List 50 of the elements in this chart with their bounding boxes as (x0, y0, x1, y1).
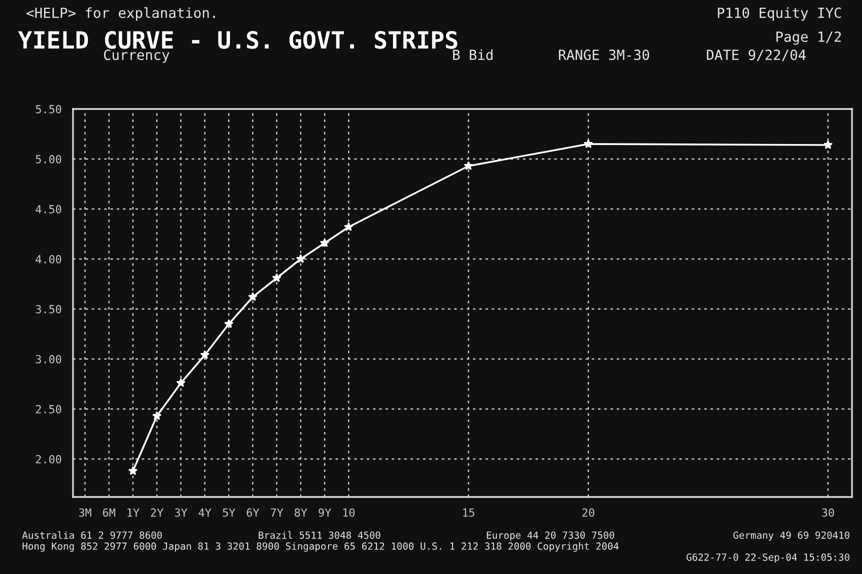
text: RANGE 3M-30 (558, 50, 650, 60)
y-tick-label: 5.50 (36, 105, 62, 114)
text: Page 1/2 (776, 31, 841, 45)
point (823, 140, 833, 150)
text: P110 Equity IYC (718, 7, 841, 21)
point (344, 222, 354, 232)
point (224, 319, 234, 328)
point (296, 254, 306, 264)
x-tick-label: 15 (463, 508, 474, 517)
y-tick-label: 2.50 (36, 405, 62, 414)
text: Currency (104, 50, 170, 63)
text: DATE 9/22/04 (706, 50, 806, 62)
x-tick-label: 10 (343, 508, 355, 517)
text: Germany 49 69 920410 (733, 531, 850, 541)
point (200, 350, 210, 360)
x-tick-label: 9Y (318, 508, 332, 517)
x-tick-label: 8Y (294, 508, 308, 517)
chart-title: YIELD CURVE - U.S. GOVT. STRIPS (18, 30, 458, 49)
text: <HELP> for explanation. (26, 7, 215, 21)
text: B Bid (453, 49, 493, 60)
text: Europe 44 20 7330 7500 (486, 531, 614, 541)
text: G622-77-0 22-Sep-04 15:05:30 (686, 553, 850, 563)
point (152, 411, 162, 420)
x-tick-label: 7Y (270, 508, 284, 517)
x-tick-label: 1Y (128, 508, 140, 517)
y-tick-label: 2.00 (36, 455, 62, 464)
point (320, 238, 330, 248)
y-tick-label: 5.00 (36, 155, 62, 164)
point (464, 161, 474, 170)
x-tick-label: 6M (102, 508, 116, 517)
text: Hong Kong 852 2977 6000 Japan 81 3 3201 8900 Singapore 65 6212 1000 U.S. 1 212 318 2000 Copyright 2004 (22, 542, 619, 552)
x-tick-label: 3Y (174, 508, 188, 517)
text: Brazil 5511 3048 4500 (258, 531, 380, 539)
x-tick-label: 2Y (151, 508, 164, 517)
x-tick-label: 20 (582, 508, 594, 517)
point (176, 378, 186, 388)
y-tick-label: 4.50 (36, 205, 62, 214)
x-tick-label: 3M (79, 508, 92, 517)
point (272, 273, 282, 282)
y-tick-label: 3.50 (36, 305, 62, 314)
x-tick-label: 5Y (222, 508, 236, 517)
text: Australia 61 2 9777 8600 (22, 531, 162, 539)
x-tick-label: 4Y (198, 508, 212, 517)
y-tick-label: 3.00 (36, 355, 62, 364)
y-tick-label: 4.00 (36, 255, 62, 264)
x-tick-label: 6Y (246, 508, 260, 517)
point (584, 139, 593, 148)
point (128, 466, 138, 476)
point (248, 292, 258, 302)
x-tick-label: 30 (822, 508, 834, 517)
